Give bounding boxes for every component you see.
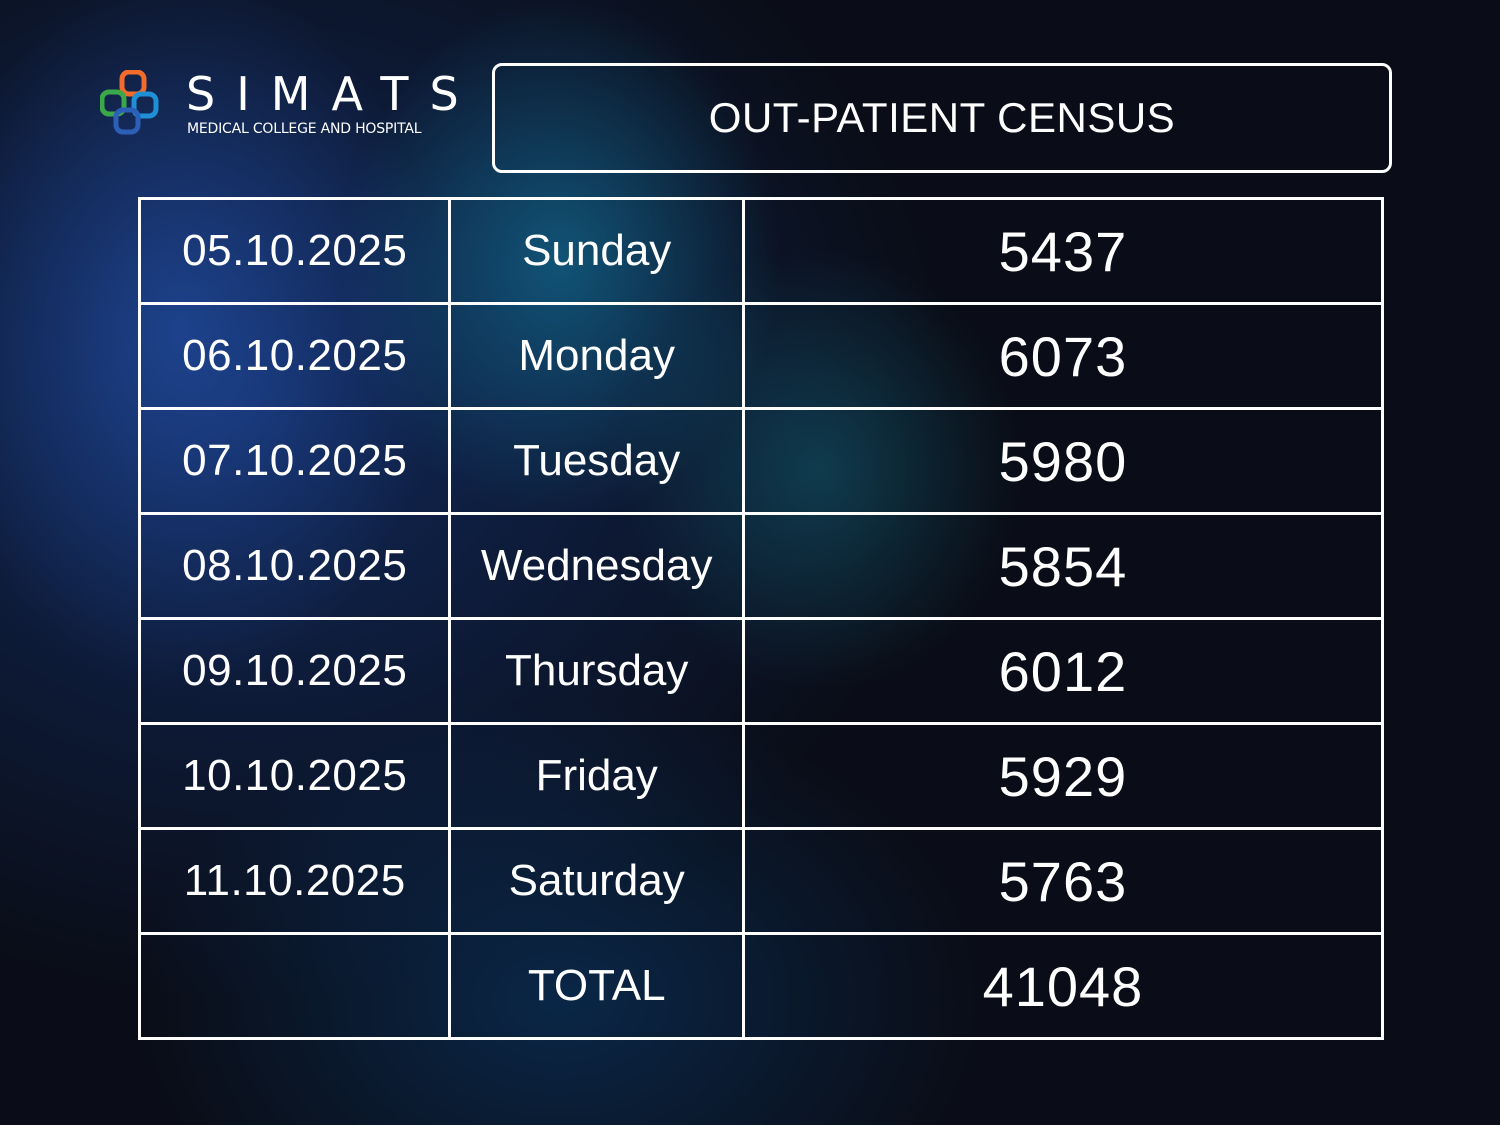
count-cell: 5980 [741,407,1385,515]
brand-subtitle: MEDICAL COLLEGE AND HOSPITAL [187,121,422,137]
day-cell: Sunday [448,197,745,305]
table-row: 06.10.2025 Monday 6073 [137,302,1385,410]
total-label: TOTAL [448,932,745,1040]
count-cell: 6073 [741,302,1385,410]
census-table: 05.10.2025 Sunday 5437 06.10.2025 Monday… [137,197,1385,1040]
table-row: 08.10.2025 Wednesday 5854 [137,512,1385,620]
count-cell: 5854 [741,512,1385,620]
day-cell: Tuesday [448,407,745,515]
count-cell: 5763 [741,827,1385,935]
total-empty-cell [137,932,452,1040]
count-cell: 5929 [741,722,1385,830]
date-cell: 07.10.2025 [137,407,452,515]
table-row: 09.10.2025 Thursday 6012 [137,617,1385,725]
date-cell: 09.10.2025 [137,617,452,725]
count-cell: 5437 [741,197,1385,305]
total-row: TOTAL 41048 [137,932,1385,1040]
table-row: 07.10.2025 Tuesday 5980 [137,407,1385,515]
title-box: OUT-PATIENT CENSUS [492,63,1392,173]
brand-name: SIMATS [186,67,480,121]
date-cell: 06.10.2025 [137,302,452,410]
simats-logo-mark [100,70,159,135]
day-cell: Thursday [448,617,745,725]
day-cell: Monday [448,302,745,410]
count-cell: 6012 [741,617,1385,725]
date-cell: 05.10.2025 [137,197,452,305]
table-row: 05.10.2025 Sunday 5437 [137,197,1385,305]
table-row: 11.10.2025 Saturday 5763 [137,827,1385,935]
total-count: 41048 [741,932,1385,1040]
date-cell: 11.10.2025 [137,827,452,935]
day-cell: Wednesday [448,512,745,620]
page-title: OUT-PATIENT CENSUS [708,94,1176,141]
day-cell: Friday [448,722,745,830]
date-cell: 10.10.2025 [137,722,452,830]
table-row: 10.10.2025 Friday 5929 [137,722,1385,830]
day-cell: Saturday [448,827,745,935]
date-cell: 08.10.2025 [137,512,452,620]
simats-logo: SIMATS MEDICAL COLLEGE AND HOSPITAL [100,68,459,143]
